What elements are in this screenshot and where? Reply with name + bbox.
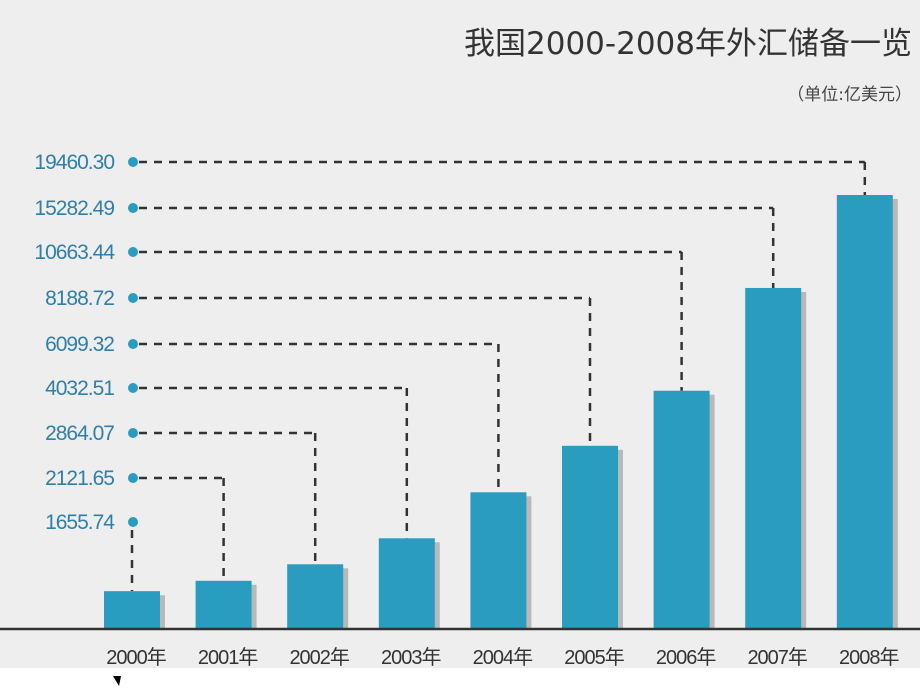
value-label: 1655.74 xyxy=(45,511,115,534)
value-dot xyxy=(128,473,138,483)
bar-2003年 xyxy=(378,538,435,628)
value-label: 2864.07 xyxy=(45,422,114,445)
x-tick-label: 2004年 xyxy=(473,646,533,669)
bar-2007年 xyxy=(745,287,802,628)
value-dot xyxy=(128,157,138,167)
value-label: 4032.51 xyxy=(45,377,114,400)
value-label: 19460.30 xyxy=(34,151,114,174)
value-dot xyxy=(128,339,138,349)
value-dot xyxy=(128,247,138,257)
value-label: 2121.65 xyxy=(45,467,114,490)
x-tick-label: 2007年 xyxy=(747,646,807,669)
chart-title: 我国2000-2008年外汇储备一览 xyxy=(464,26,912,62)
x-tick-label: 2006年 xyxy=(656,646,716,669)
value-label: 6099.32 xyxy=(45,333,114,356)
x-tick-label: 2005年 xyxy=(564,646,624,669)
bar-2005年 xyxy=(562,445,618,628)
bar-2001年 xyxy=(195,580,252,628)
value-label: 8188.72 xyxy=(45,287,114,310)
bar-2000年 xyxy=(104,591,160,628)
x-tick-label: 2003年 xyxy=(381,646,441,669)
x-tick-label: 2002年 xyxy=(289,646,349,669)
value-dot xyxy=(128,203,138,213)
chart-subtitle: （单位:亿美元） xyxy=(787,85,912,105)
value-dot xyxy=(128,428,138,438)
bar-2008年 xyxy=(836,195,893,628)
bar-2006年 xyxy=(653,390,710,628)
value-label: 15282.49 xyxy=(34,197,114,220)
x-tick-label: 2000年 xyxy=(106,646,166,669)
x-tick-label: 2001年 xyxy=(198,646,258,669)
arrow-mark-icon xyxy=(113,676,121,686)
value-dot xyxy=(128,293,138,303)
bar-2004年 xyxy=(470,492,527,628)
value-dot xyxy=(128,517,138,527)
x-tick-label: 2008年 xyxy=(839,646,899,669)
value-dot xyxy=(128,383,138,393)
bar-2002年 xyxy=(287,564,344,628)
value-label: 10663.44 xyxy=(34,241,115,264)
